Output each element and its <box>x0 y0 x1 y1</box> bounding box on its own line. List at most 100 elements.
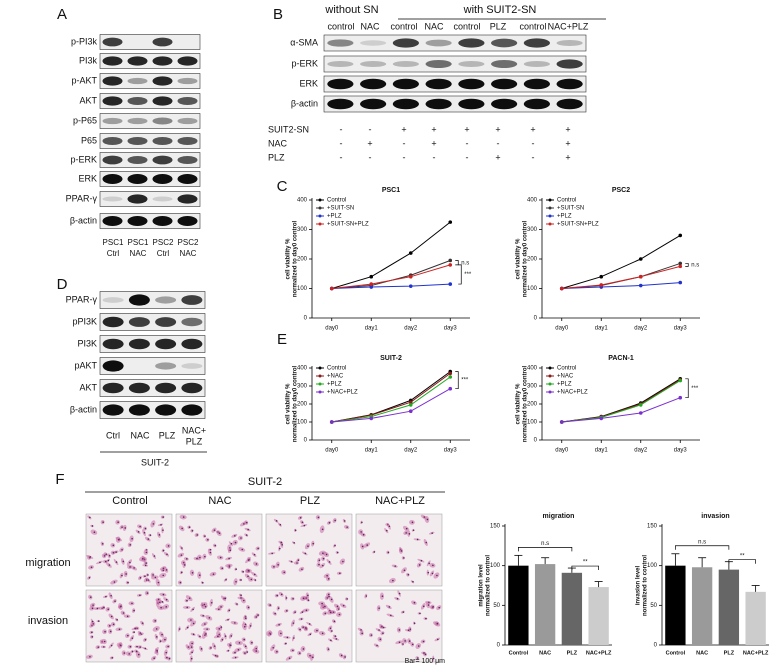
nucleus <box>334 519 336 522</box>
nucleus <box>162 549 165 552</box>
nucleus <box>336 605 339 608</box>
lane-label: control <box>390 21 417 31</box>
nucleus <box>129 561 131 564</box>
blot-row-label: p-ERK <box>70 154 97 164</box>
blot-band <box>177 194 198 204</box>
y-tick-label: 300 <box>297 227 308 233</box>
nucleus <box>134 627 136 630</box>
data-point <box>638 274 643 279</box>
nucleus <box>203 603 206 606</box>
nucleus <box>162 593 165 596</box>
nucleus <box>333 620 336 623</box>
treatment-sign: + <box>495 152 500 162</box>
legend-label: +SUIT-SN+PLZ <box>557 222 599 228</box>
nucleus <box>255 616 258 618</box>
nucleus <box>144 527 147 530</box>
nucleus <box>245 534 248 536</box>
nucleus <box>292 649 294 652</box>
blot-band <box>127 117 148 125</box>
blot-band <box>392 38 419 48</box>
significance-label: *** <box>461 378 469 384</box>
blot-band <box>128 338 150 350</box>
nucleus <box>253 553 256 556</box>
nucleus <box>400 550 403 552</box>
nucleus <box>139 525 141 528</box>
nucleus <box>228 557 230 560</box>
panel-label: A <box>57 6 67 23</box>
x-tick-label: day3 <box>674 326 688 332</box>
lane-label: PLZ <box>159 430 176 440</box>
legend-marker <box>318 366 322 370</box>
nucleus <box>271 552 273 555</box>
blot-row-label: α-SMA <box>290 37 318 47</box>
nucleus <box>392 579 394 582</box>
treatment-label: NAC <box>268 138 288 148</box>
nucleus <box>145 551 148 554</box>
data-point <box>678 264 683 269</box>
lane-label: NAC <box>360 21 380 31</box>
nucleus <box>126 615 129 618</box>
treatment-sign: + <box>530 124 535 134</box>
blot-row-label: p-P65 <box>73 115 97 125</box>
nucleus <box>292 622 295 624</box>
blot-strip <box>99 291 206 309</box>
x-tick-label: Control <box>666 650 686 656</box>
x-tick-label: day0 <box>555 326 569 332</box>
nucleus <box>234 541 237 544</box>
blot-strip <box>323 95 587 113</box>
treatment-sign: - <box>433 152 436 162</box>
nucleus <box>199 635 201 638</box>
nucleus <box>107 559 110 562</box>
nucleus <box>432 564 434 567</box>
blot-band <box>102 404 124 416</box>
y-tick-label: 300 <box>527 384 538 390</box>
nucleus <box>204 535 206 537</box>
nucleus <box>328 522 331 524</box>
data-point <box>448 282 453 286</box>
blot-band <box>181 338 203 350</box>
series-line <box>561 234 681 289</box>
blot-band <box>181 317 203 327</box>
nucleus <box>234 535 236 537</box>
significance-bracket <box>455 371 459 390</box>
nucleus <box>186 558 188 560</box>
blot-band <box>127 56 148 66</box>
nucleus <box>309 654 311 657</box>
lane-label: NAC <box>130 430 150 440</box>
nucleus <box>88 576 91 579</box>
blot-band <box>360 98 387 110</box>
blot-row-label: PI3k <box>79 55 98 65</box>
nucleus <box>229 644 232 647</box>
nucleus <box>302 597 305 600</box>
x-tick-label: NAC <box>539 650 551 656</box>
nucleus <box>385 529 388 532</box>
nucleus <box>324 605 326 608</box>
nucleus <box>301 521 304 524</box>
nucleus <box>96 607 99 610</box>
blot-band <box>327 78 354 90</box>
legend-marker <box>548 206 552 210</box>
legend-marker <box>548 222 552 226</box>
nucleus <box>122 560 125 563</box>
blot-band <box>102 136 123 146</box>
treatment-sign: - <box>497 138 500 148</box>
nucleus <box>382 626 385 629</box>
nucleus <box>427 571 430 574</box>
nucleus <box>166 553 168 556</box>
nucleus <box>196 534 199 536</box>
lane-label: PSC1 <box>103 238 124 247</box>
nucleus <box>274 612 276 615</box>
x-tick-label: NAC+PLZ <box>743 650 769 656</box>
nucleus <box>235 568 237 570</box>
treatment-sign: - <box>403 152 406 162</box>
nucleus <box>165 606 168 608</box>
cell-line-label: SUIT-2 <box>248 476 282 488</box>
blot-band <box>155 362 177 370</box>
micrograph <box>175 589 263 663</box>
nucleus <box>102 521 104 523</box>
nucleus <box>110 615 113 618</box>
blot-band <box>177 174 198 184</box>
nucleus <box>308 623 311 625</box>
nucleus <box>116 618 118 621</box>
nucleus <box>192 622 195 625</box>
